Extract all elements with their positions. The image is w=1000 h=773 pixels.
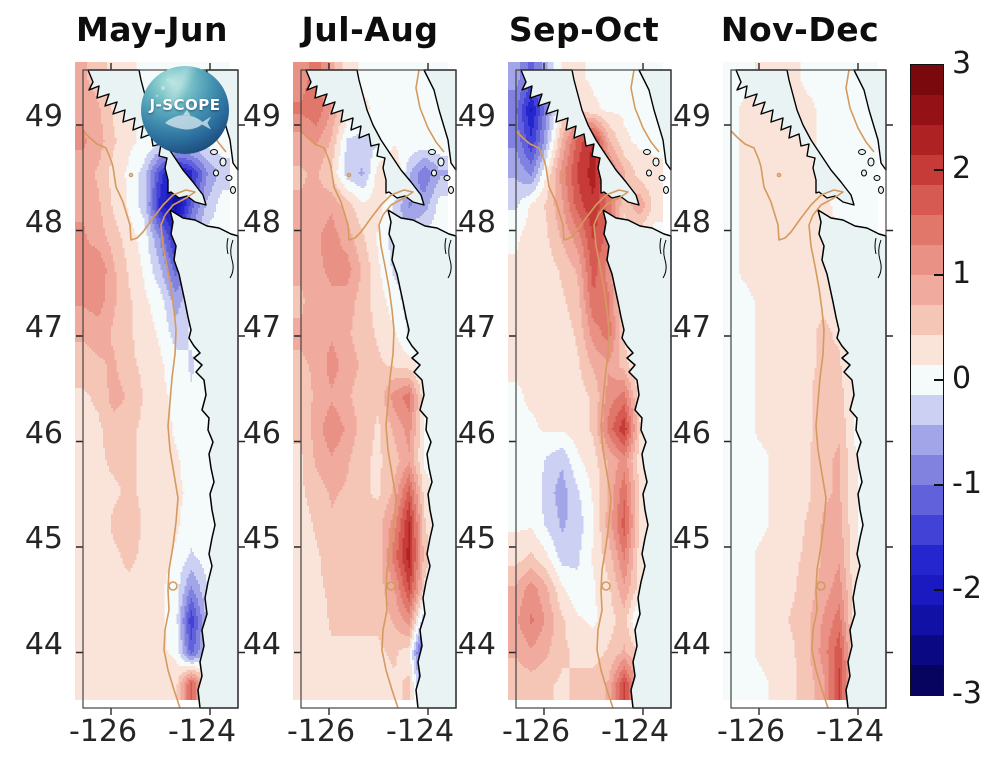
panel-title-sep-oct: Sep-Oct <box>508 10 660 49</box>
jscope-logo: J-SCOPE <box>141 66 229 154</box>
lon-tick-label: -126 <box>68 714 138 749</box>
map-panel-sep-oct <box>508 62 663 700</box>
map-panel-nov-dec <box>723 62 878 700</box>
colorbar-tick <box>934 484 943 486</box>
lat-tick-label: 46 <box>672 415 711 451</box>
lat-tick-label: 44 <box>24 626 63 662</box>
lat-tick-label: 49 <box>672 99 711 134</box>
colorbar-band <box>911 275 943 305</box>
lat-tick-label: 47 <box>242 310 281 345</box>
lat-tick-label: 45 <box>457 521 496 556</box>
colorbar-band <box>911 395 943 425</box>
colorbar-band <box>911 185 943 215</box>
colorbar-band <box>911 455 943 485</box>
colorbar-band <box>911 65 943 95</box>
colorbar-band <box>911 545 943 575</box>
colorbar-band <box>911 215 943 245</box>
colorbar-tick-label: 0 <box>952 361 972 396</box>
lon-tick-label: -126 <box>501 714 571 749</box>
colorbar-tick <box>934 169 943 171</box>
light-rays <box>158 66 212 106</box>
panel-title-may-jun: May-Jun <box>75 10 229 49</box>
lat-tick-label: 46 <box>457 415 496 451</box>
colorbar-band <box>911 335 943 365</box>
colorbar-tick <box>934 589 943 591</box>
colorbar <box>910 64 944 696</box>
lon-tick-label: -124 <box>385 714 455 749</box>
colorbar-tick-label: 1 <box>952 256 972 291</box>
colorbar-tick-label: 2 <box>952 151 972 186</box>
lat-tick-label: 49 <box>24 99 63 134</box>
lat-tick-label: 48 <box>457 204 496 240</box>
lat-tick-label: 48 <box>672 204 711 240</box>
lon-tick-label: -126 <box>716 714 786 749</box>
lat-tick-label: 45 <box>24 521 63 556</box>
colorbar-tick-label: -2 <box>952 571 982 606</box>
lat-tick-label: 47 <box>457 310 496 345</box>
lat-tick-label: 45 <box>672 521 711 556</box>
colorbar-band <box>911 95 943 125</box>
lon-tick-label: -124 <box>167 714 237 749</box>
colorbar-band <box>911 425 943 455</box>
map-panel-may-jun: J-SCOPE <box>75 62 230 700</box>
lon-tick-label: -124 <box>600 714 670 749</box>
coastline-overlay <box>715 54 886 708</box>
lat-tick-label: 48 <box>242 204 281 240</box>
lat-tick-label: 44 <box>242 626 281 662</box>
lat-tick-label: 47 <box>24 310 63 345</box>
lon-tick-label: -124 <box>815 714 885 749</box>
colorbar-band <box>911 635 943 665</box>
colorbar-tick <box>934 379 943 381</box>
colorbar-tick-label: -1 <box>952 466 982 501</box>
panel-title-nov-dec: Nov-Dec <box>720 10 880 49</box>
coastline-overlay <box>500 54 671 708</box>
colorbar-band <box>911 305 943 335</box>
colorbar-band <box>911 485 943 515</box>
colorbar-band <box>911 665 943 695</box>
fish-icon <box>155 78 211 130</box>
lon-tick-label: -126 <box>286 714 356 749</box>
colorbar-band <box>911 245 943 275</box>
lat-tick-label: 49 <box>457 99 496 134</box>
lat-tick-label: 47 <box>672 310 711 345</box>
colorbar-tick <box>934 274 943 276</box>
colorbar-tick-label: 3 <box>952 46 972 81</box>
coastline-overlay <box>285 54 456 708</box>
colorbar-band <box>911 605 943 635</box>
lat-tick-label: 44 <box>672 626 711 662</box>
lat-tick-label: 45 <box>242 521 281 556</box>
lat-tick-label: 46 <box>24 415 63 451</box>
map-panel-jul-aug <box>293 62 448 700</box>
lat-tick-label: 49 <box>242 99 281 134</box>
lat-tick-label: 48 <box>24 204 63 240</box>
lat-tick-label: 44 <box>457 626 496 662</box>
panel-title-jul-aug: Jul-Aug <box>301 10 439 49</box>
jscope-logo-label: J-SCOPE <box>149 95 221 114</box>
colorbar-tick-label: -3 <box>952 676 982 711</box>
lat-tick-label: 46 <box>242 415 281 451</box>
colorbar-band <box>911 125 943 155</box>
colorbar-band <box>911 515 943 545</box>
